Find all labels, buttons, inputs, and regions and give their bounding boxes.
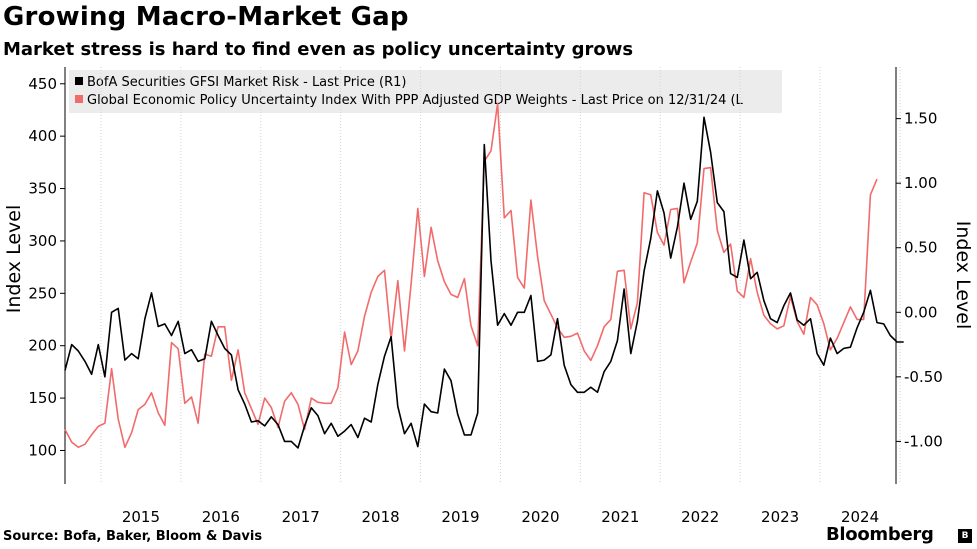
legend-label-policy: Global Economic Policy Uncertainty Index… <box>87 93 744 108</box>
chart-subtitle: Market stress is hard to find even as po… <box>3 39 634 60</box>
x-tick-label: 2023 <box>761 508 799 526</box>
right-axis-title: Index Level <box>952 221 974 330</box>
legend-swatch-bofa <box>75 77 83 85</box>
x-tick-label: 2019 <box>441 508 479 526</box>
left-tick-label: 400 <box>28 127 57 145</box>
source-note: Source: Bofa, Baker, Bloom & Davis <box>3 529 263 544</box>
left-tick-label: 450 <box>28 75 57 93</box>
x-tick-label: 2018 <box>362 508 400 526</box>
right-tick-label: 1.50 <box>904 110 937 128</box>
chart-title: Growing Macro-Market Gap <box>3 2 409 32</box>
series-line-bofa-gfsi <box>64 116 904 449</box>
x-tick-label: 2024 <box>841 508 879 526</box>
right-tick-label: 0.50 <box>904 239 937 257</box>
x-tick-label: 2017 <box>282 508 320 526</box>
bloomberg-b-icon: B <box>958 529 972 543</box>
legend-label-bofa: BofA Securities GFSI Market Risk - Last … <box>87 75 406 90</box>
left-tick-label: 300 <box>28 232 57 250</box>
right-tick-label: 0.00 <box>904 303 937 321</box>
x-tick-label: 2021 <box>601 508 639 526</box>
left-tick-label: 350 <box>28 180 57 198</box>
legend-swatch-policy <box>75 95 83 103</box>
left-tick-label: 150 <box>28 389 57 407</box>
x-tick-label: 2015 <box>122 508 160 526</box>
right-tick-label: 1.00 <box>904 174 937 192</box>
left-tick-label: 100 <box>28 441 57 459</box>
left-tick-label: 200 <box>28 337 57 355</box>
x-tick-label: 2022 <box>681 508 719 526</box>
x-tick-label: 2016 <box>202 508 240 526</box>
bloomberg-logo: Bloomberg <box>826 524 934 545</box>
x-tick-label: 2020 <box>521 508 559 526</box>
series-line-policy-uncertainty <box>64 102 878 449</box>
right-tick-label: -1.00 <box>904 432 943 450</box>
left-axis-title: Index Level <box>3 205 25 314</box>
legend-box <box>69 70 782 113</box>
left-tick-label: 250 <box>28 284 57 302</box>
right-tick-label: -0.50 <box>904 368 943 386</box>
